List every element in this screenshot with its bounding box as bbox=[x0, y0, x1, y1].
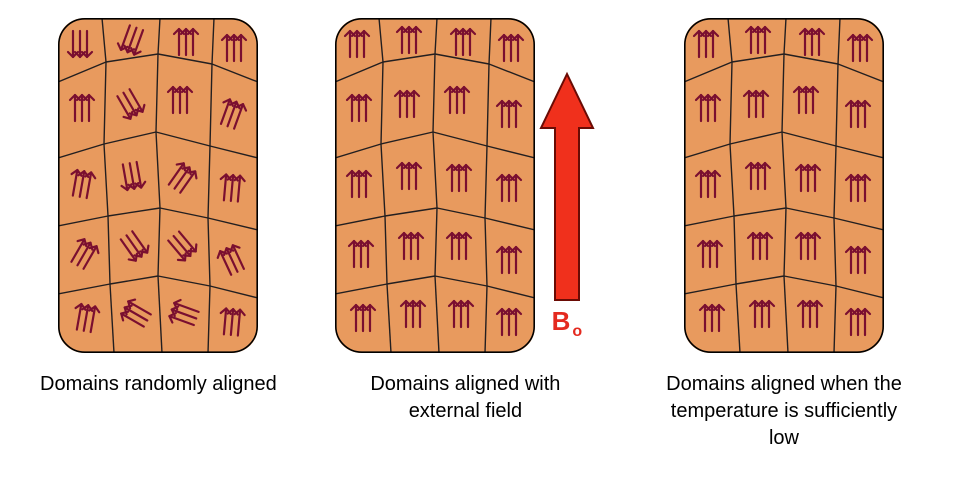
external-field-arrow-wrap: Bo bbox=[539, 70, 595, 341]
field-label-sub: o bbox=[572, 323, 583, 340]
panel-aligned-temp bbox=[684, 18, 884, 353]
panel-random bbox=[58, 18, 258, 353]
panel-random-wrap bbox=[58, 18, 258, 353]
panel-aligned-wrap: Bo bbox=[335, 18, 595, 353]
caption-aligned-temp: Domains aligned when the temperature is … bbox=[654, 371, 914, 452]
external-field-arrow-icon bbox=[539, 70, 595, 302]
caption-aligned-field: Domains aligned with external field bbox=[335, 371, 595, 425]
panel-temp-wrap bbox=[684, 18, 884, 353]
col-random: Domains randomly aligned bbox=[40, 18, 277, 398]
field-label-text: B bbox=[552, 306, 572, 336]
external-field-label: Bo bbox=[552, 306, 584, 341]
col-aligned-field: Bo Domains aligned with external field bbox=[335, 18, 595, 425]
caption-random: Domains randomly aligned bbox=[40, 371, 277, 398]
col-aligned-temp: Domains aligned when the temperature is … bbox=[654, 18, 914, 452]
diagram-container: Domains randomly aligned Bo Domains alig… bbox=[0, 0, 954, 452]
panel-aligned-field bbox=[335, 18, 535, 353]
